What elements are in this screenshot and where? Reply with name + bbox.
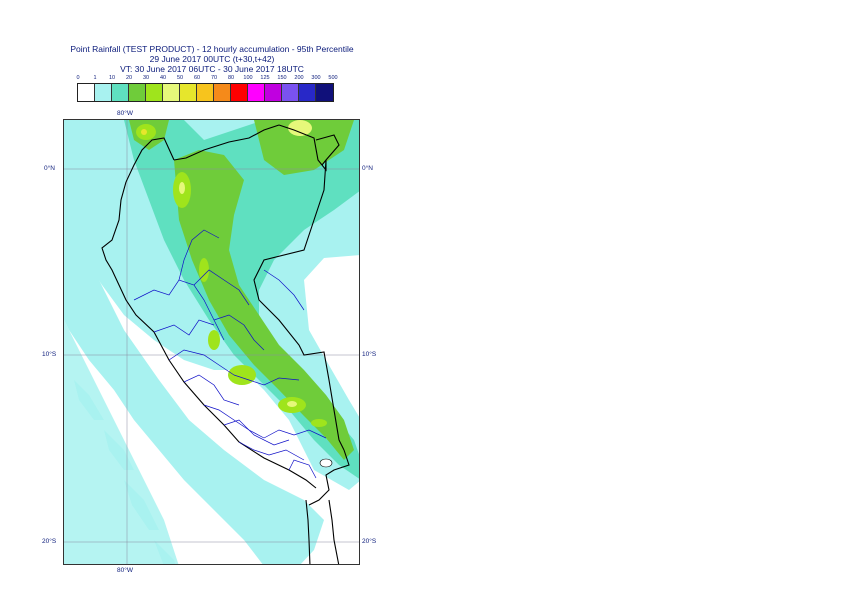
legend-threshold-label: 10: [108, 75, 116, 81]
legend-swatch: [129, 84, 146, 101]
region-boundaries: [133, 229, 327, 479]
ocean-rain-streaks: [74, 380, 176, 564]
legend-swatch: [214, 84, 231, 101]
legend-swatch: [282, 84, 299, 101]
colombia-border-segment: [315, 134, 340, 166]
color-legend: [77, 83, 334, 102]
legend-scale-labels: 0 1 10 20 30 40 50 60 70 80 100 125 150 200 300 500: [70, 74, 360, 83]
country-boundaries: [101, 124, 350, 564]
legend-swatch: [316, 84, 333, 101]
graticule: [64, 120, 359, 564]
legend-swatch: [299, 84, 316, 101]
lat-label-0-right: 0°N: [362, 165, 373, 172]
peru-colombia-brazil-border: [253, 124, 345, 451]
lat-label-10s-left: 10°S: [42, 351, 57, 358]
legend-swatch: [231, 84, 248, 101]
rain-field-green: [174, 150, 354, 460]
peru-bolivia-border: [308, 449, 350, 506]
rain-field-green-north: [254, 120, 354, 175]
rain-field-light-coast: [64, 220, 324, 564]
legend-threshold-label: 30: [142, 75, 150, 81]
legend-swatch: [95, 84, 112, 101]
legend-threshold-label: 0: [76, 75, 80, 81]
legend-swatch: [112, 84, 129, 101]
rain-core-ne: [288, 120, 312, 136]
rain-core-nw-inner: [141, 129, 147, 135]
legend-swatch: [78, 84, 95, 101]
legend-swatch: [248, 84, 265, 101]
legend-threshold-label: 300: [311, 75, 321, 81]
legend-threshold-label: 200: [294, 75, 304, 81]
legend-threshold-label: 60: [193, 75, 201, 81]
ecuador-north: [125, 137, 175, 183]
legend-threshold-label: 100: [243, 75, 253, 81]
coastline: [101, 181, 317, 489]
legend-threshold-label: 70: [210, 75, 218, 81]
lat-label-20s-left: 20°S: [42, 538, 57, 545]
map-subtitle-run: 29 June 2017 00UTC (t+30,t+42): [149, 54, 275, 64]
rain-core-southeast: [311, 419, 327, 427]
precipitation-map: [64, 120, 359, 564]
legend-swatch: [197, 84, 214, 101]
rain-field-light-west: [64, 320, 179, 564]
lat-label-10s-right: 10°S: [362, 351, 377, 358]
rain-core-north-inner: [179, 182, 185, 194]
map-title: Point Rainfall (TEST PRODUCT) - 12 hourl…: [70, 44, 354, 54]
legend-threshold-label: 500: [328, 75, 338, 81]
legend-swatch: [146, 84, 163, 101]
bolivia-chile-border: [328, 499, 340, 564]
legend-threshold-label: 50: [176, 75, 184, 81]
lat-label-20s-right: 20°S: [362, 538, 377, 545]
legend-threshold-label: 150: [277, 75, 287, 81]
legend-swatch: [180, 84, 197, 101]
peru-ecuador-border: [173, 124, 280, 161]
legend-threshold-label: 1: [93, 75, 97, 81]
rain-core-mid: [208, 330, 220, 350]
lat-label-0-left: 0°N: [44, 165, 55, 172]
rain-core-south-inner: [287, 401, 297, 407]
rain-core-central: [228, 365, 256, 385]
map-subtitle-validity: VT: 30 June 2017 06UTC - 30 June 2017 18…: [120, 64, 304, 74]
lon-label-top: 80°W: [117, 110, 133, 117]
lake-titicaca: [319, 458, 333, 468]
map-panel: [63, 119, 360, 565]
legend-threshold-label: 20: [125, 75, 133, 81]
legend-threshold-label: 80: [227, 75, 235, 81]
legend-swatch: [163, 84, 180, 101]
rain-core-upper: [199, 258, 209, 282]
legend-threshold-label: 125: [260, 75, 270, 81]
legend-swatch: [265, 84, 282, 101]
legend-threshold-label: 40: [159, 75, 167, 81]
lon-label-bottom: 80°W: [117, 567, 133, 574]
coastline-chile: [305, 499, 311, 564]
